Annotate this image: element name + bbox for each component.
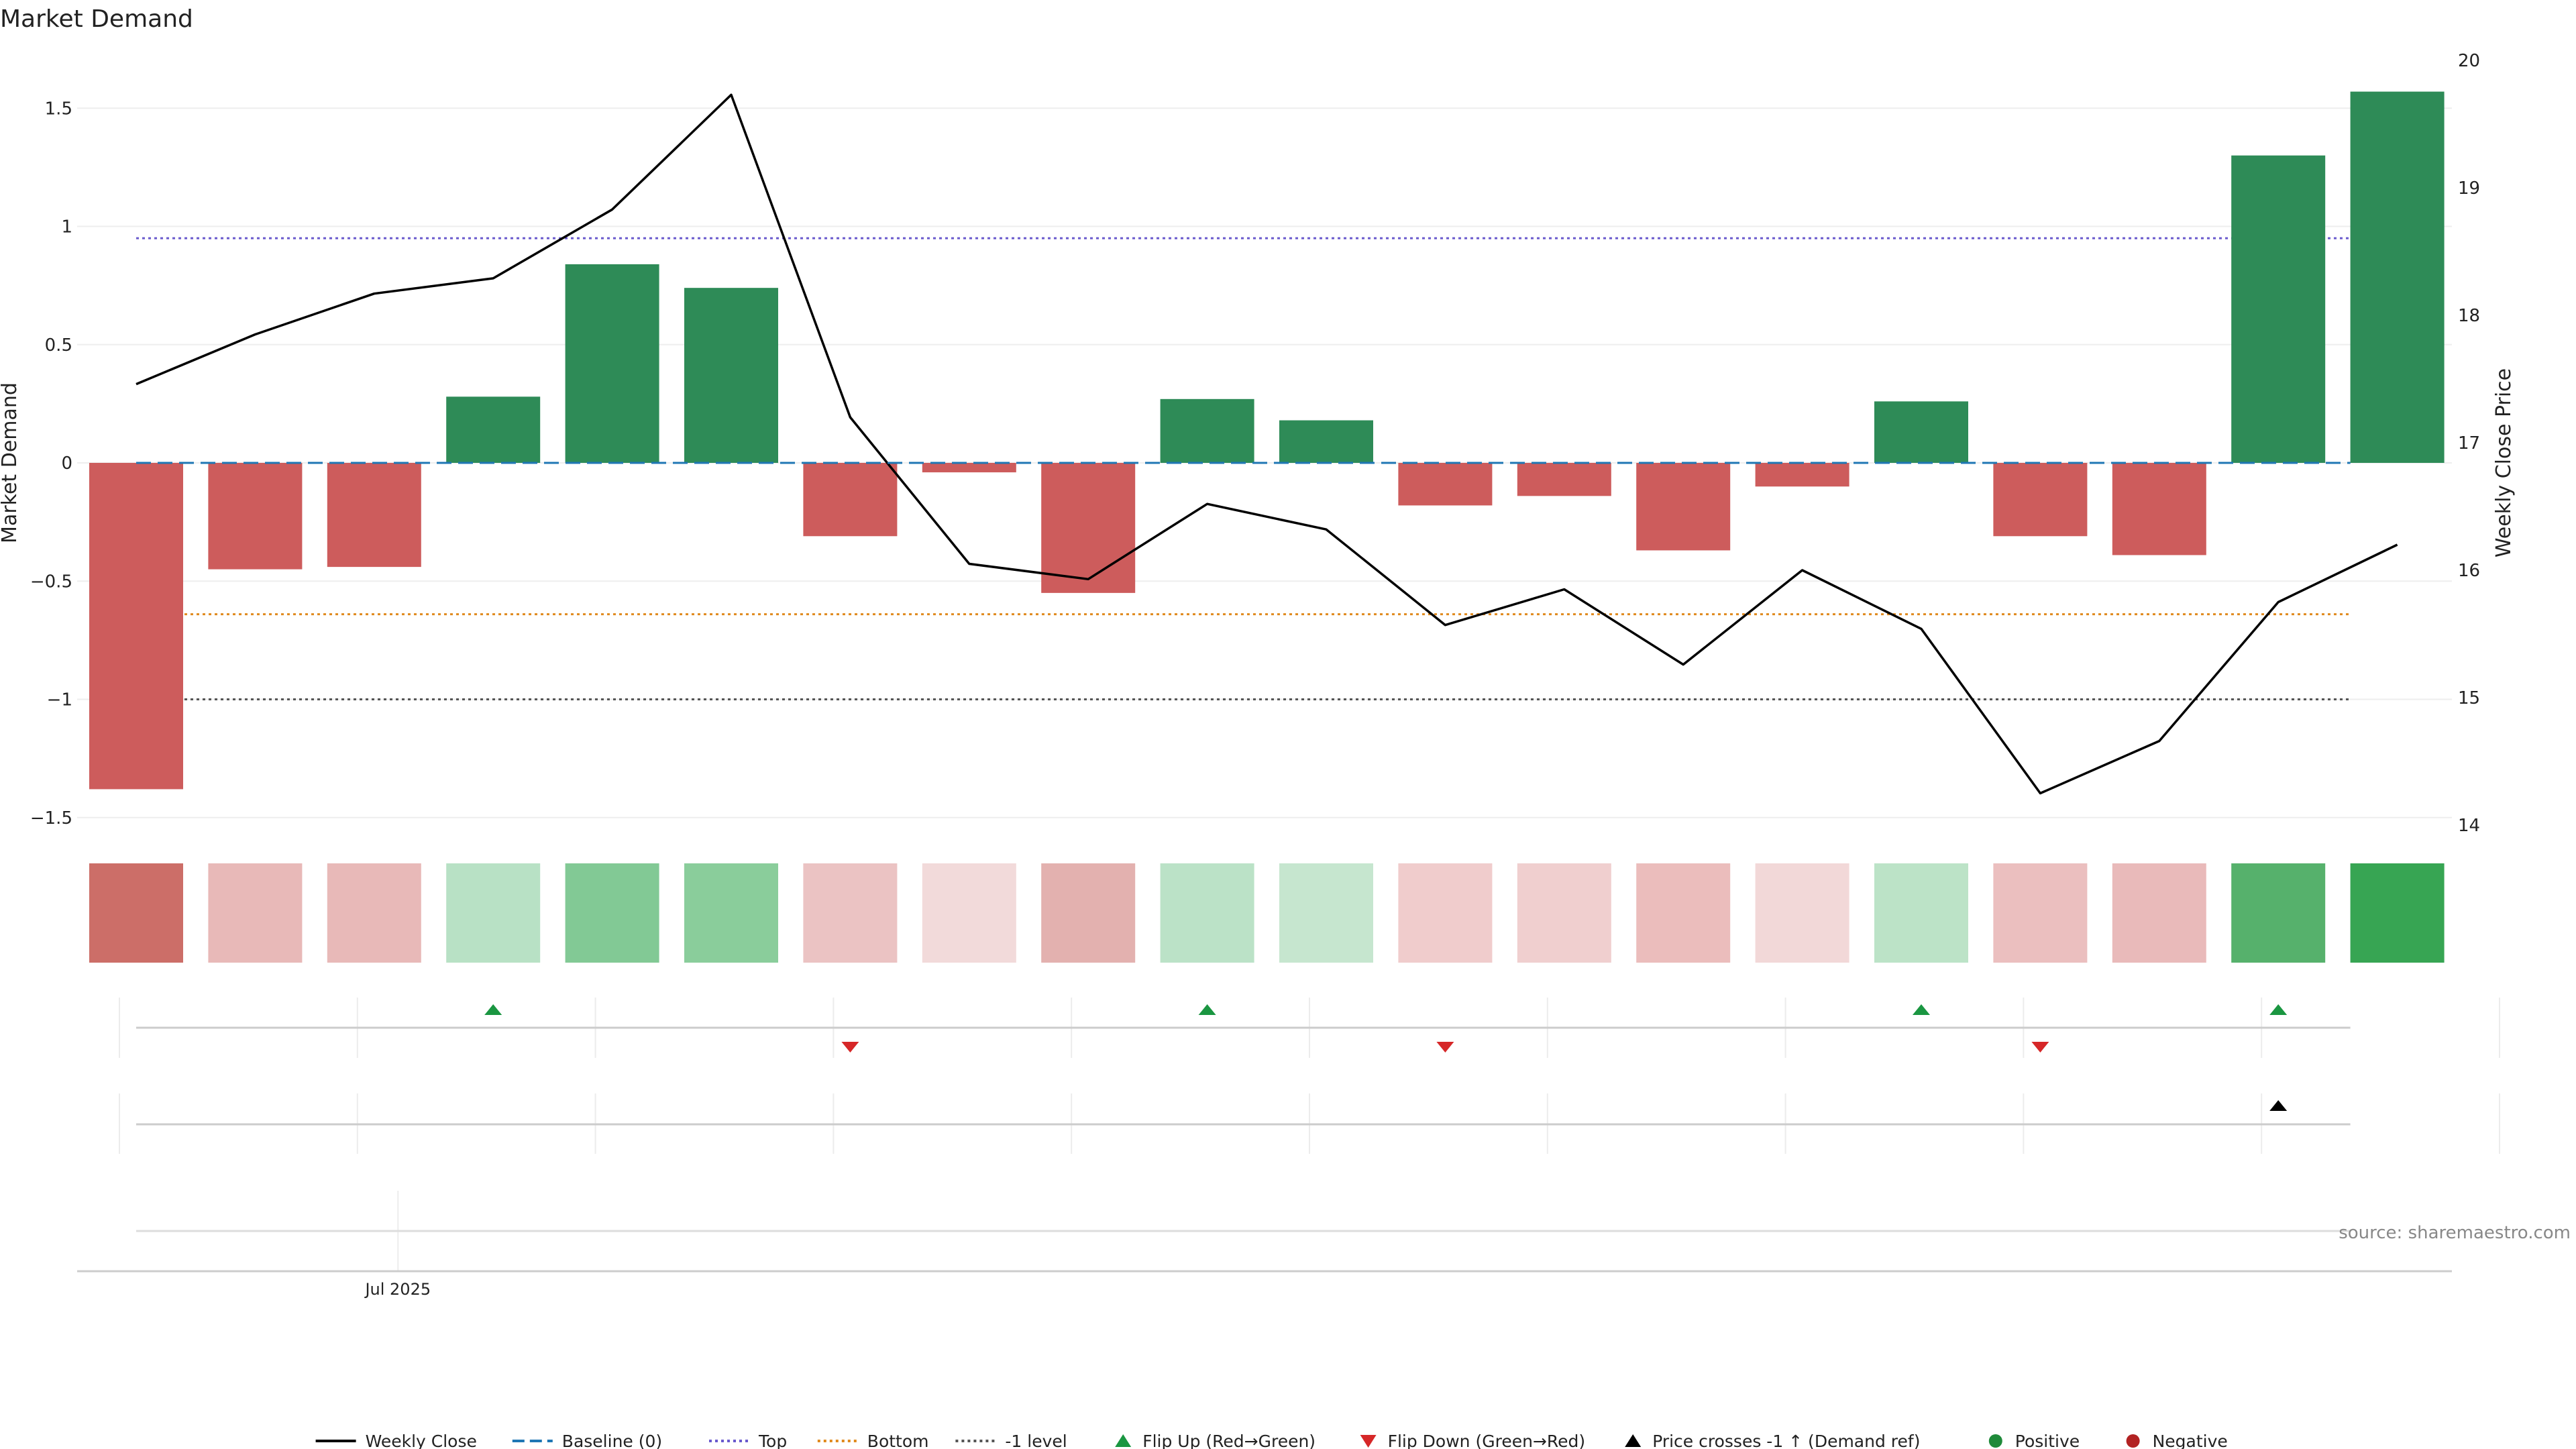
demand-bar	[446, 396, 541, 463]
y-axis-right-label: Weekly Close Price	[2492, 368, 2516, 557]
legend-swatch	[2126, 1434, 2140, 1448]
heat-cell	[1041, 863, 1136, 963]
demand-bar	[1398, 463, 1493, 506]
left-axis-ticks: 1.5 1 0.5 0 −0.5 −1 −1.5	[30, 99, 72, 828]
heat-cell	[89, 863, 183, 963]
left-tick-label: −1.5	[30, 808, 72, 828]
heat-cell	[1636, 863, 1731, 963]
right-tick-label: 17	[2458, 433, 2480, 453]
price-cross-marker	[2269, 1100, 2288, 1111]
flip-down-marker	[841, 1042, 859, 1053]
demand-bar	[565, 264, 659, 463]
demand-bar	[208, 463, 303, 570]
chart-title: Market Demand	[0, 5, 193, 33]
heat-cell	[2350, 863, 2445, 963]
source-credit: source: sharemaestro.com	[2339, 1223, 2571, 1243]
heat-cell	[208, 863, 303, 963]
demand-bar	[327, 463, 421, 568]
right-tick-label: 16	[2458, 561, 2480, 581]
legend-label: Bottom	[867, 1432, 929, 1449]
left-tick-label: 0.5	[45, 335, 72, 356]
heat-cell	[446, 863, 541, 963]
demand-bar	[1874, 401, 1968, 463]
weekly-close-series	[136, 93, 2398, 795]
heat-cell	[327, 863, 421, 963]
x-tick-label: Jul 2025	[364, 1280, 431, 1299]
demand-bar	[684, 288, 778, 463]
legend-swatch	[1625, 1434, 1642, 1447]
right-tick-label: 18	[2458, 306, 2480, 326]
legend-label: Negative	[2153, 1432, 2228, 1449]
left-tick-label: 1.5	[45, 99, 72, 119]
legend-label: Weekly Close	[366, 1432, 477, 1449]
flip-up-marker	[484, 1004, 502, 1015]
demand-bar	[1160, 398, 1254, 463]
legend-swatch	[1115, 1434, 1132, 1447]
left-tick-label: −0.5	[30, 572, 72, 592]
time-axis-panel: Jul 2025	[77, 1191, 2452, 1299]
legend-swatch	[1988, 1434, 2002, 1448]
flip-up-marker	[1913, 1004, 1930, 1015]
right-tick-label: 15	[2458, 688, 2480, 708]
demand-bar	[922, 463, 1016, 473]
legend-swatch	[1360, 1435, 1377, 1448]
demand-bar	[1041, 463, 1136, 593]
legend-label: -1 level	[1005, 1432, 1067, 1449]
demand-bar	[1279, 420, 1373, 463]
demand-bar	[2350, 91, 2445, 463]
right-tick-label: 19	[2458, 178, 2480, 199]
heat-cell	[1279, 863, 1373, 963]
flip-events-panel	[119, 998, 2500, 1058]
demand-bar	[2112, 463, 2206, 555]
heat-cell	[684, 863, 778, 963]
demand-bar	[89, 463, 183, 790]
heat-cell	[2112, 863, 2206, 963]
heat-cell	[922, 863, 1016, 963]
heat-cell	[1517, 863, 1611, 963]
legend-label: Positive	[2015, 1432, 2080, 1449]
y-axis-left-label: Market Demand	[0, 382, 21, 543]
heat-cell	[2231, 863, 2326, 963]
demand-bar	[803, 463, 898, 537]
demand-heat-strip	[89, 863, 2445, 963]
legend-label: Flip Down (Green→Red)	[1388, 1432, 1586, 1449]
right-tick-label: 14	[2458, 816, 2480, 836]
heat-cell	[1160, 863, 1254, 963]
demand-bars	[89, 91, 2445, 790]
legend-label: Top	[758, 1432, 787, 1449]
heat-cell	[1874, 863, 1968, 963]
legend: Weekly Close Baseline (0) Top Bottom -1 leve…	[315, 1432, 2228, 1449]
heat-cell	[1755, 863, 1849, 963]
legend-label: Price crosses -1 ↑ (Demand ref)	[1652, 1432, 1920, 1449]
flip-up-marker	[1198, 1004, 1216, 1015]
right-tick-label: 20	[2458, 51, 2480, 71]
heat-cell	[1993, 863, 2088, 963]
weekly-close-line	[136, 93, 2398, 795]
flip-down-marker	[1436, 1042, 1454, 1053]
left-tick-label: 0	[61, 453, 72, 474]
demand-bar	[1517, 463, 1611, 496]
demand-bar	[2231, 155, 2326, 463]
legend-label: Baseline (0)	[562, 1432, 662, 1449]
price-cross-panel	[119, 1093, 2500, 1154]
left-tick-label: −1	[47, 690, 72, 710]
flip-down-marker	[2031, 1042, 2049, 1053]
legend-label: Flip Up (Red→Green)	[1142, 1432, 1316, 1449]
heat-cell	[1398, 863, 1493, 963]
demand-bar	[1636, 463, 1731, 551]
right-axis-ticks: 20 19 18 17 16 15 14	[2458, 51, 2480, 836]
heat-cell	[565, 863, 659, 963]
demand-bar	[1755, 463, 1849, 487]
heat-cell	[803, 863, 898, 963]
flip-up-marker	[2269, 1004, 2288, 1015]
demand-bar	[1993, 463, 2088, 537]
left-tick-label: 1	[61, 217, 72, 237]
